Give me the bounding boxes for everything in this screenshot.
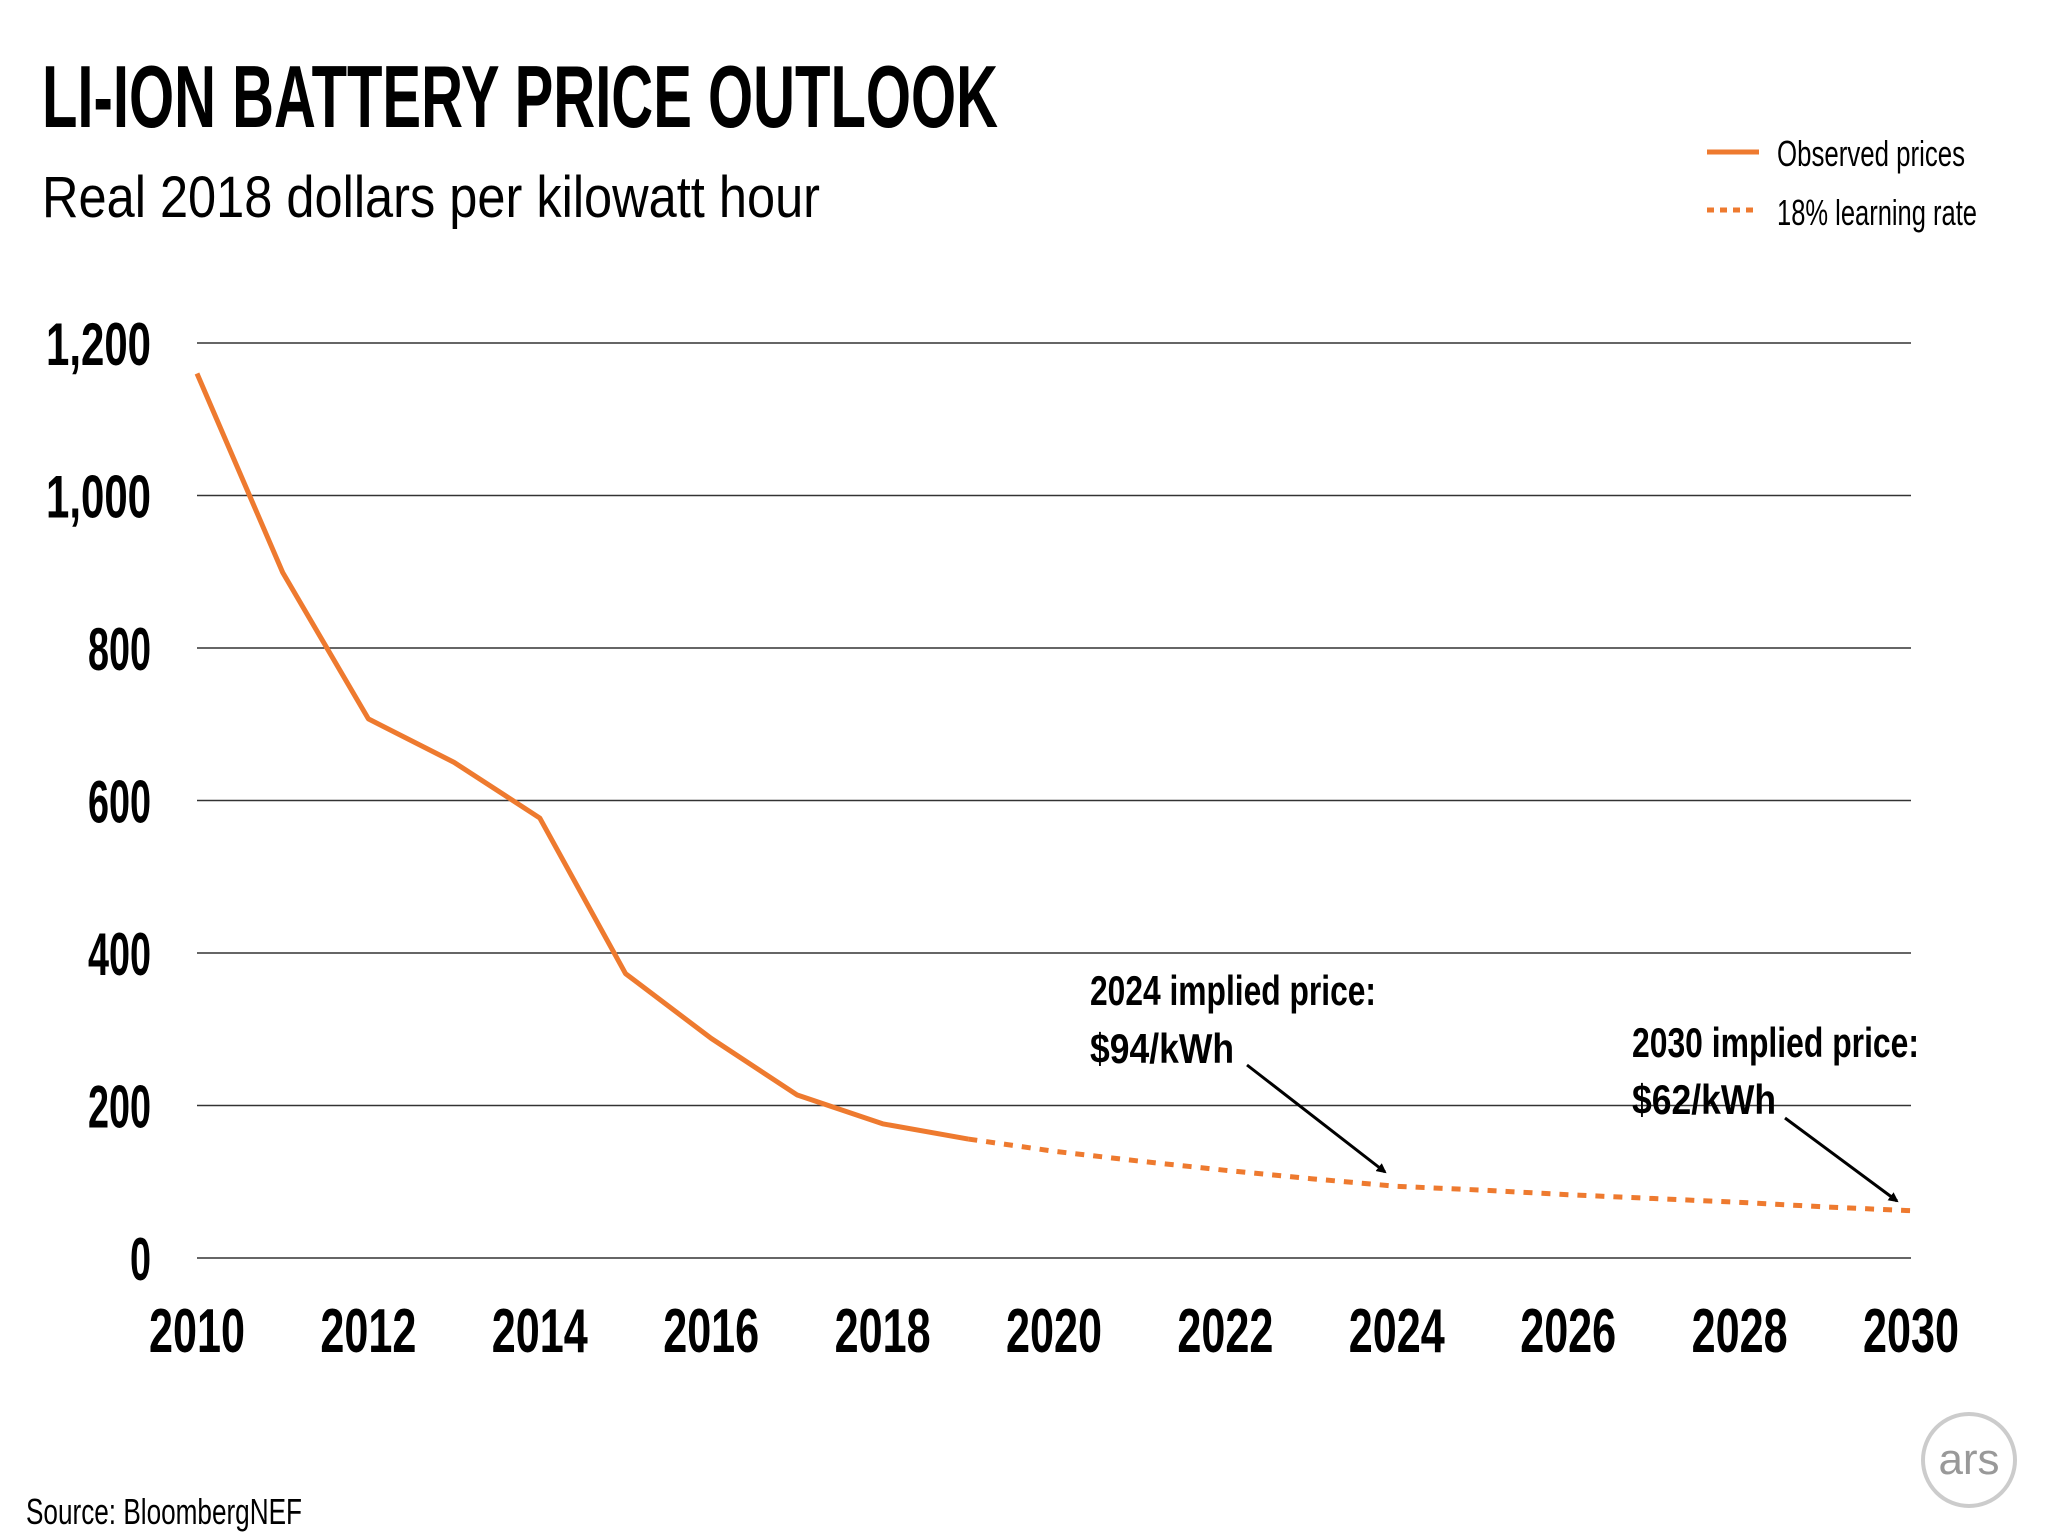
series-line-learning-rate	[967, 1136, 1912, 1214]
series-lines	[194, 372, 1912, 1214]
y-tick-label: 1,200	[46, 311, 151, 378]
x-tick-label: 2010	[149, 1297, 245, 1366]
annotation-2030-line2: $62/kWh	[1632, 1076, 1776, 1123]
chart-subtitle: Real 2018 dollars per kilowatt hour	[42, 165, 820, 230]
annotation-2024: 2024 implied price: $94/kWh	[1090, 967, 1387, 1174]
y-tick-label: 0	[130, 1226, 151, 1293]
source-note: Source: BloombergNEF	[26, 1491, 302, 1532]
x-tick-label: 2012	[320, 1297, 416, 1366]
x-tick-label: 2024	[1349, 1297, 1445, 1366]
chart-title: LI-ION BATTERY PRICE OUTLOOK	[42, 47, 998, 146]
y-axis: 0 200 400 600 800 1,000 1,200	[46, 311, 151, 1293]
x-tick-label: 2022	[1177, 1297, 1273, 1366]
x-tick-label: 2030	[1863, 1297, 1959, 1366]
ars-logo: ars	[1921, 1412, 2017, 1508]
x-tick-label: 2018	[835, 1297, 931, 1366]
annotation-2024-arrow	[1246, 1063, 1387, 1174]
annotation-2024-line1: 2024 implied price:	[1090, 967, 1376, 1014]
y-tick-label: 800	[88, 616, 151, 683]
x-axis: 2010 2012 2014 2016 2018 2020 2022 2024 2026 2028…	[149, 1297, 1959, 1366]
x-tick-label: 2020	[1006, 1297, 1102, 1366]
gridlines	[197, 342, 1911, 1259]
x-tick-label: 2026	[1520, 1297, 1616, 1366]
y-tick-label: 200	[88, 1074, 151, 1141]
y-tick-label: 400	[88, 921, 151, 988]
y-tick-label: 1,000	[46, 464, 151, 531]
annotation-2030-line1: 2030 implied price:	[1632, 1019, 1919, 1066]
annotation-2030: 2030 implied price: $62/kWh	[1632, 1019, 1919, 1203]
x-tick-label: 2028	[1692, 1297, 1788, 1366]
y-tick-label: 600	[88, 769, 151, 836]
x-tick-label: 2016	[663, 1297, 759, 1366]
legend: Observed prices 18% learning rate	[1707, 133, 1977, 233]
x-tick-label: 2014	[492, 1297, 588, 1366]
legend-label-observed: Observed prices	[1777, 133, 1965, 174]
series-line-observed	[194, 372, 969, 1142]
annotation-2030-arrow	[1784, 1116, 1899, 1203]
ars-logo-text: ars	[1938, 1435, 1999, 1484]
legend-label-learning: 18% learning rate	[1777, 192, 1977, 233]
annotation-2024-line2: $94/kWh	[1090, 1025, 1234, 1072]
